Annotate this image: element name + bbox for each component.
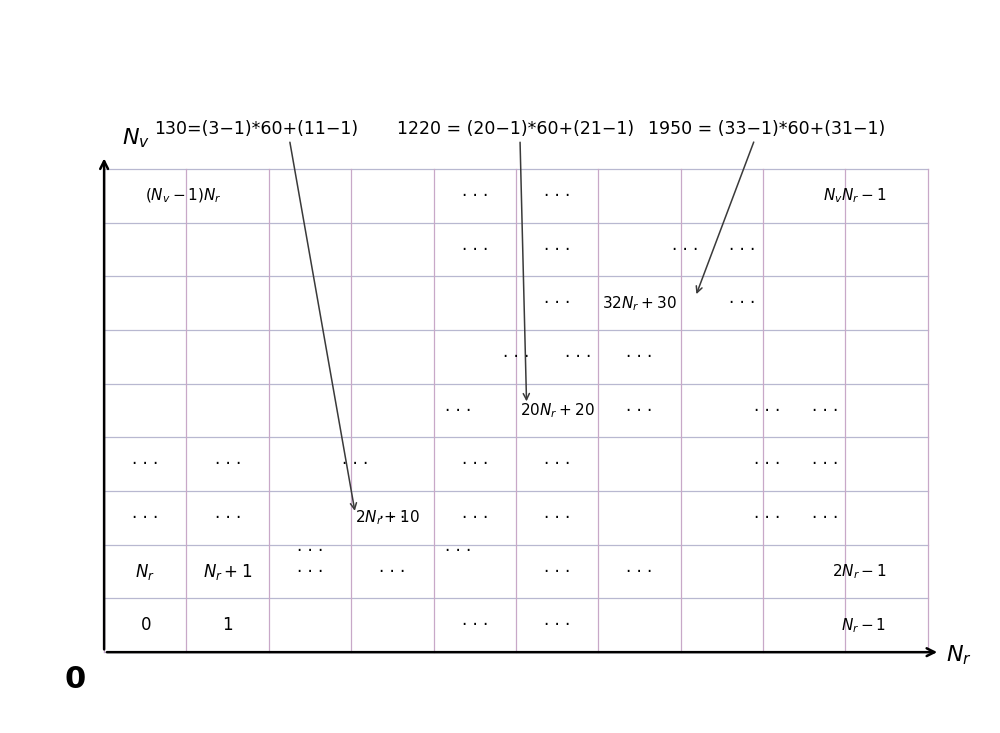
Text: · · ·: · · · (462, 509, 488, 527)
Text: $2N_r+10$: $2N_r+10$ (355, 509, 420, 527)
Text: · · ·: · · · (445, 542, 471, 560)
Text: · · ·: · · · (297, 563, 323, 581)
Text: · · ·: · · · (462, 455, 488, 474)
Text: · · ·: · · · (132, 509, 158, 527)
Text: $1$: $1$ (222, 616, 233, 634)
Text: · · ·: · · · (754, 455, 780, 474)
Text: · · ·: · · · (544, 294, 570, 312)
Text: · · ·: · · · (812, 455, 838, 474)
Text: · · ·: · · · (729, 294, 755, 312)
Text: · · ·: · · · (626, 402, 653, 419)
Text: $32N_r+30$: $32N_r+30$ (602, 294, 677, 312)
Text: · · ·: · · · (462, 187, 488, 205)
Text: · · ·: · · · (297, 542, 323, 560)
Text: $N_r$: $N_r$ (946, 643, 972, 666)
Text: · · ·: · · · (132, 455, 158, 474)
Text: · · ·: · · · (342, 455, 368, 474)
Text: · · ·: · · · (812, 509, 838, 527)
Text: $20N_r+20$: $20N_r+20$ (520, 401, 595, 420)
Text: · · ·: · · · (503, 348, 529, 366)
Text: $(N_v-1)N_r$: $(N_v-1)N_r$ (145, 187, 222, 205)
Text: $N_r$: $N_r$ (135, 561, 155, 582)
Text: $N_r+1$: $N_r+1$ (203, 561, 252, 582)
Text: 1220 = (20−1)*60+(21−1): 1220 = (20−1)*60+(21−1) (397, 119, 634, 138)
Text: 130=(3−1)*60+(11−1): 130=(3−1)*60+(11−1) (154, 119, 359, 138)
Text: $N_r-1$: $N_r-1$ (841, 616, 886, 635)
Text: · · ·: · · · (544, 187, 570, 205)
Text: · · ·: · · · (462, 616, 488, 634)
Text: · · ·: · · · (812, 402, 838, 419)
Text: · · ·: · · · (626, 348, 653, 366)
Text: · · ·: · · · (729, 240, 755, 259)
Text: · · ·: · · · (544, 616, 570, 634)
Text: · · ·: · · · (672, 240, 698, 259)
Text: · · ·: · · · (445, 402, 471, 419)
Text: $N_vN_r-1$: $N_vN_r-1$ (823, 186, 886, 205)
Text: · · ·: · · · (626, 563, 653, 581)
Text: $2N_r-1$: $2N_r-1$ (832, 562, 886, 581)
Text: · · ·: · · · (565, 348, 591, 366)
Text: · · ·: · · · (754, 509, 780, 527)
Text: · · ·: · · · (544, 563, 570, 581)
Text: $\mathbf{0}$: $\mathbf{0}$ (64, 665, 86, 693)
Text: · · ·: · · · (379, 563, 405, 581)
Text: 1950 = (33−1)*60+(31−1): 1950 = (33−1)*60+(31−1) (648, 119, 886, 138)
Text: · · ·: · · · (544, 455, 570, 474)
Text: · · ·: · · · (379, 509, 405, 527)
Text: · · ·: · · · (544, 240, 570, 259)
Text: · · ·: · · · (215, 455, 241, 474)
Text: · · ·: · · · (462, 240, 488, 259)
Text: · · ·: · · · (754, 402, 780, 419)
Text: $N_v$: $N_v$ (122, 127, 150, 150)
Text: $0$: $0$ (140, 616, 151, 634)
Text: · · ·: · · · (215, 509, 241, 527)
Text: · · ·: · · · (544, 509, 570, 527)
